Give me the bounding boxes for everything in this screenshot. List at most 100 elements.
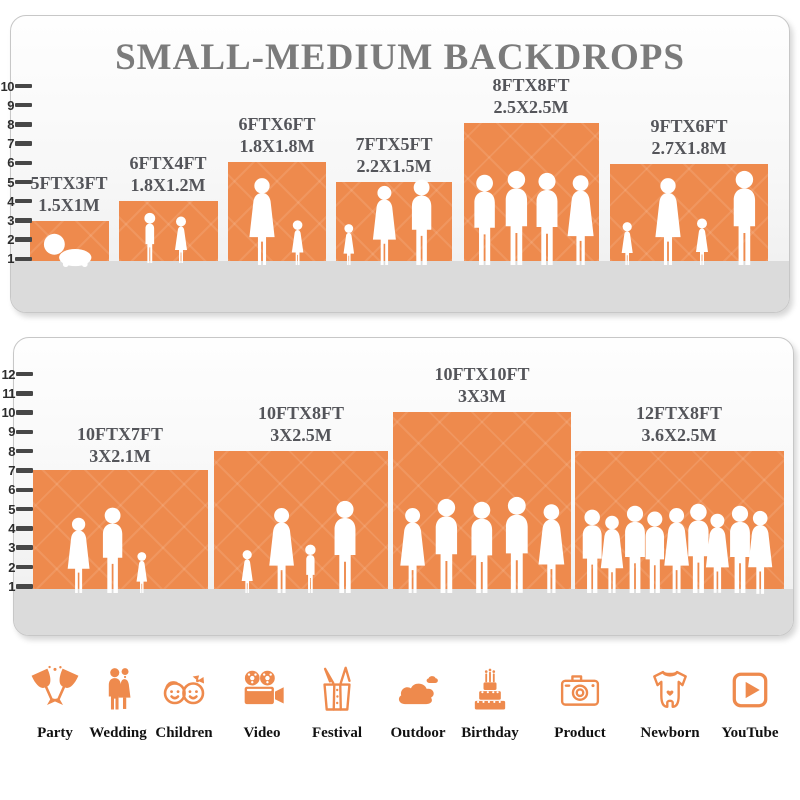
ruler-feet: 12 11 10 9 8 7 6 5 4 3 2 1 bbox=[1, 338, 35, 635]
ruler-tick-mark bbox=[16, 468, 33, 473]
product-icon bbox=[560, 675, 600, 706]
bar-label: 10FTX10FT 3X3M bbox=[434, 364, 529, 408]
size-ft: 5FTX3FT bbox=[30, 173, 108, 193]
newborn-icon bbox=[653, 670, 687, 708]
ruler-feet: 10 9 8 7 6 5 4 3 2 1 bbox=[0, 16, 34, 312]
size-m: 3.6X2.5M bbox=[641, 424, 717, 445]
ruler-tick-3: 3 bbox=[1, 540, 33, 556]
ruler-tick-6: 6 bbox=[0, 155, 32, 171]
ruler-tick-number: 3 bbox=[8, 540, 15, 556]
ruler-tick-mark bbox=[16, 429, 33, 435]
ruler-tick-5: 5 bbox=[0, 174, 32, 190]
ruler-tick-number: 5 bbox=[7, 174, 14, 190]
people-silhouette-baby bbox=[43, 233, 92, 268]
ruler-tick-number: 10 bbox=[0, 78, 15, 94]
ruler-tick-mark bbox=[16, 487, 33, 493]
category-label: Outdoor bbox=[390, 725, 446, 741]
bar-label: 5FTX3FT 1.5X1M bbox=[30, 173, 107, 217]
people-silhouette-family bbox=[67, 507, 148, 594]
size-m: 2.5X2.5M bbox=[493, 96, 569, 117]
ruler-tick-number: 2 bbox=[8, 559, 15, 575]
people-silhouette-group bbox=[474, 170, 594, 266]
people-silhouette-family bbox=[343, 179, 432, 266]
ruler-tick-mark bbox=[15, 160, 32, 166]
category-label: Festival bbox=[312, 725, 362, 741]
children-icon bbox=[163, 675, 205, 705]
ruler-tick-mark bbox=[15, 83, 32, 89]
size-m: 1.8X1.2M bbox=[130, 174, 206, 195]
ruler-tick-mark bbox=[15, 218, 32, 223]
ground-strip bbox=[11, 261, 789, 312]
ruler-tick-number: 9 bbox=[7, 97, 14, 113]
video-icon bbox=[244, 670, 284, 705]
ruler-tick-8: 8 bbox=[1, 443, 33, 459]
size-ft: 10FTX7FT bbox=[76, 424, 164, 444]
category-party: Party bbox=[19, 664, 91, 742]
ruler-tick-5: 5 bbox=[1, 501, 33, 517]
ground-strip bbox=[14, 589, 793, 635]
ruler-tick-number: 3 bbox=[7, 212, 14, 228]
ruler-tick-mark bbox=[15, 237, 32, 242]
category-label: Party bbox=[37, 725, 73, 741]
people-silhouette-crowd bbox=[582, 503, 773, 594]
ruler-tick-number: 4 bbox=[8, 520, 15, 536]
youtube-icon bbox=[732, 672, 768, 708]
ruler-tick-1: 1 bbox=[0, 251, 32, 267]
page-title: SMALL-MEDIUM BACKDROPS bbox=[115, 37, 685, 78]
people-silhouette-group bbox=[400, 496, 565, 594]
ruler-tick-number: 11 bbox=[2, 385, 15, 401]
size-ft: 6FTX6FT bbox=[238, 114, 316, 134]
wedding-icon bbox=[108, 668, 131, 710]
festival-icon bbox=[323, 666, 351, 711]
size-m: 3X2.1M bbox=[89, 445, 151, 466]
category-children: Children bbox=[148, 664, 220, 742]
backdrop-bar-6x4 bbox=[119, 201, 218, 264]
ruler-tick-mark bbox=[15, 141, 32, 146]
ruler-tick-mark bbox=[16, 506, 33, 512]
category-festival: Festival bbox=[301, 664, 373, 742]
ruler-tick-mark bbox=[16, 584, 33, 589]
ruler-tick-number: 2 bbox=[7, 232, 14, 248]
backdrop-bar-7x5 bbox=[336, 179, 452, 266]
bar-label: 10FTX7FT 3X2.1M bbox=[77, 424, 163, 468]
ruler-tick-number: 8 bbox=[7, 116, 14, 132]
category-youtube: YouTube bbox=[714, 664, 786, 742]
bar-label: 9FTX6FT 2.7X1.8M bbox=[650, 116, 727, 160]
ruler-tick-number: 10 bbox=[1, 405, 16, 421]
birthday-icon bbox=[474, 668, 506, 710]
category-label: Birthday bbox=[461, 725, 519, 741]
backdrop-bar-6x6 bbox=[228, 162, 326, 265]
ruler-tick-number: 8 bbox=[8, 443, 15, 459]
ruler-tick-mark bbox=[16, 564, 33, 570]
category-label: Video bbox=[243, 725, 281, 741]
ruler-tick-number: 12 bbox=[1, 366, 16, 382]
ruler-tick-mark bbox=[15, 198, 32, 204]
ruler-tick-number: 4 bbox=[7, 193, 14, 209]
party-icon bbox=[31, 665, 79, 706]
ruler-tick-10: 10 bbox=[1, 405, 33, 421]
ruler-tick-6: 6 bbox=[1, 482, 33, 498]
ruler-tick-11: 11 bbox=[1, 385, 33, 401]
ruler-tick-mark bbox=[15, 102, 32, 108]
bar-label: 8FTX8FT 2.5X2.5M bbox=[492, 75, 569, 119]
ruler-tick-mark bbox=[15, 256, 32, 262]
size-ft: 7FTX5FT bbox=[355, 134, 433, 154]
size-m: 1.5X1M bbox=[38, 194, 100, 215]
ruler-tick-mark bbox=[16, 448, 33, 454]
ruler-tick-2: 2 bbox=[1, 559, 33, 575]
category-label: Children bbox=[155, 725, 213, 741]
category-birthday: Birthday bbox=[454, 664, 526, 742]
backdrop-bar-10x7 bbox=[33, 470, 208, 594]
backdrop-bar-10x8 bbox=[214, 451, 388, 594]
ruler-tick-number: 5 bbox=[8, 501, 15, 517]
ruler-tick-2: 2 bbox=[0, 232, 32, 248]
ruler-tick-number: 7 bbox=[7, 136, 14, 152]
size-ft: 8FTX8FT bbox=[492, 75, 570, 95]
ruler-tick-9: 9 bbox=[0, 97, 32, 113]
size-m: 3X2.5M bbox=[270, 424, 332, 445]
ruler-tick-10: 10 bbox=[0, 78, 32, 94]
panel-large: 12 11 10 9 8 7 6 5 4 3 2 1 10FTX7FT 3X2.1M 10FTX8FT… bbox=[2, 337, 794, 636]
category-label: Wedding bbox=[89, 725, 147, 741]
bar-label: 12FTX8FT 3.6X2.5M bbox=[636, 403, 722, 447]
bar-label: 6FTX6FT 1.8X1.8M bbox=[238, 114, 315, 158]
